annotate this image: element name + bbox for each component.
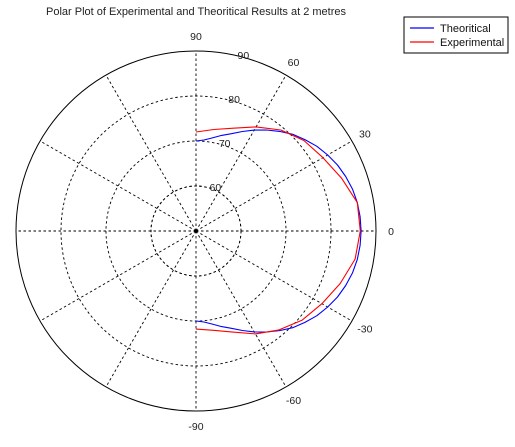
grid-spoke-30 <box>195 140 353 232</box>
radial-tick-label: 60 <box>210 182 222 194</box>
grid-spoke-300 <box>195 230 287 388</box>
angle-tick-label: 0 <box>388 226 394 238</box>
radial-tick-label: 70 <box>219 138 231 150</box>
angle-tick-label: 30 <box>359 129 371 141</box>
radial-tick-label: 80 <box>228 94 240 106</box>
chart-title: Polar Plot of Experimental and Theoritic… <box>46 6 346 18</box>
grid-spoke-210 <box>39 230 197 322</box>
legend-label-experimental: Experimental <box>440 37 504 49</box>
angle-tick-label: -60 <box>286 395 301 407</box>
angle-tick-label: -30 <box>357 324 372 336</box>
series-line-experimental <box>195 126 361 335</box>
radial-tick-label: 90 <box>238 50 250 62</box>
outer-circle <box>15 50 377 412</box>
polar-grid <box>15 50 377 412</box>
grid-spoke-240 <box>105 230 197 388</box>
grid-spoke-60 <box>195 74 287 232</box>
legend-label-theoritical: Theoritical <box>440 23 491 35</box>
grid-spoke-150 <box>39 140 197 232</box>
series-line-theoritical <box>195 129 362 333</box>
angle-tick-label: -90 <box>188 421 203 433</box>
legend-box <box>403 16 509 54</box>
angle-tick-label: 60 <box>288 57 300 69</box>
series-layer <box>195 126 362 335</box>
grid-spoke-120 <box>105 74 197 232</box>
grid-spoke-330 <box>195 230 353 322</box>
angle-tick-label: 90 <box>190 31 202 43</box>
tick-labels: 90 60 30 0 -30 -60 -90 60 70 80 90 <box>188 31 394 433</box>
legend: Theoritical Experimental <box>403 16 509 54</box>
